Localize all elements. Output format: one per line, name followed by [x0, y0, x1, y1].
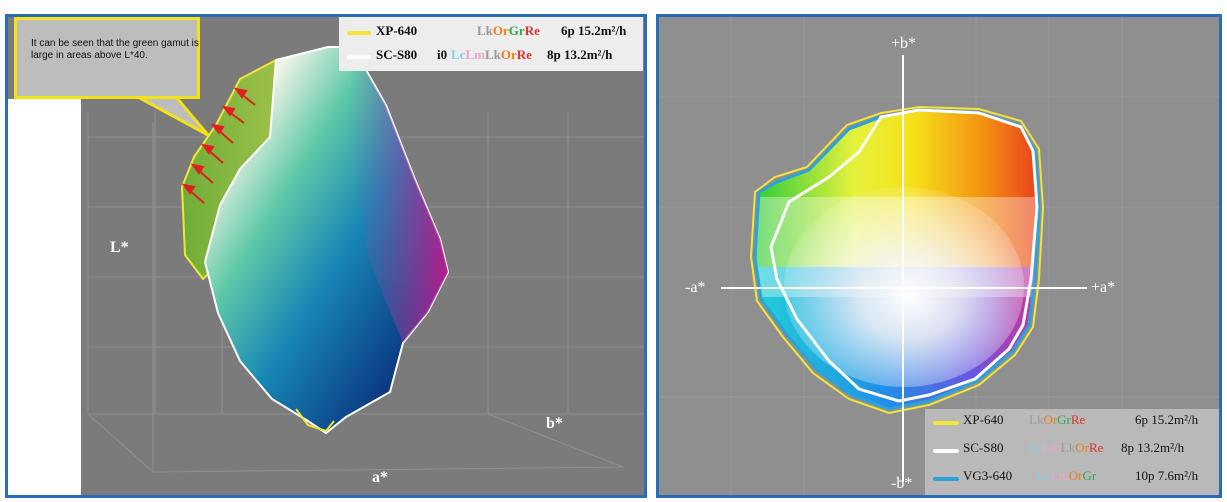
axis-label-a: a* [372, 469, 388, 486]
xp640-bottom-outline [295, 408, 335, 433]
axis-label-l: L* [110, 239, 129, 256]
legend-r-swatch-xp640 [933, 421, 959, 425]
legend-r-device-scs80: SC-S80 [963, 440, 1004, 455]
legend-left: XP-640 LkOrGrRe 6p 15.2m²/h SC-S80 i0 Lc… [339, 17, 643, 71]
legend-inks-xp640: LkOrGrRe [477, 23, 540, 38]
legend-spec-scs80: 8p 13.2m²/h [547, 47, 613, 62]
sc-s80-outline [769, 108, 1039, 403]
axis-label-b-neg: -b* [891, 475, 913, 492]
callout-box: It can be seen that the green gamut is l… [14, 17, 200, 99]
legend-right: XP-640 LkOrGrRe 6p 15.2m²/h SC-S80 LcLmL… [925, 409, 1219, 495]
callout-text: It can be seen that the green gamut is l… [31, 38, 199, 61]
magenta-face [348, 47, 448, 343]
white-margin-strip [8, 99, 81, 495]
axis-label-a-pos: +a* [1091, 279, 1116, 296]
legend-r-inks-xp640: LkOrGrRe [1029, 412, 1086, 427]
legend-r-swatch-vg3 [933, 477, 959, 481]
legend-r-spec-xp640: 6p 15.2m²/h [1135, 412, 1199, 427]
gamut-ab-panel: +b* -b* -a* +a* XP-640 LkOrGrRe 6p 15.2m… [656, 14, 1222, 498]
legend-r-device-xp640: XP-640 [963, 412, 1004, 427]
legend-swatch-xp640 [347, 31, 371, 35]
legend-swatch-scs80 [347, 55, 371, 59]
axis-label-b-pos: +b* [891, 35, 917, 52]
legend-r-spec-scs80: 8p 13.2m²/h [1121, 440, 1185, 455]
callout-pointer [137, 95, 210, 137]
gamut-3d-canvas [87, 46, 644, 473]
legend-r-device-vg3: VG3-640 [963, 468, 1013, 483]
axis-label-b: b* [546, 415, 563, 432]
expansion-arrows [181, 87, 256, 204]
xp640-outline [749, 105, 1045, 415]
legend-device-scs80: SC-S80 [376, 47, 418, 62]
gamut-3d-panel: It can be seen that the green gamut is l… [5, 14, 647, 498]
ab-gamut-fill [755, 110, 1039, 409]
axis-label-a-neg: -a* [685, 279, 706, 296]
legend-r-swatch-scs80 [933, 449, 959, 453]
legend-device-xp640: XP-640 [376, 23, 418, 38]
legend-r-inks-scs80: LcLmLkOrRe [1029, 440, 1104, 455]
gamut-ab-canvas [659, 17, 1219, 495]
legend-spec-xp640: 6p 15.2m²/h [561, 23, 627, 38]
legend-r-spec-vg3: 10p 7.6m²/h [1135, 468, 1199, 483]
legend-device-suffix: i0 [437, 47, 448, 62]
legend-r-inks-vg3: LcLmOrGr [1037, 468, 1097, 483]
legend-inks-scs80: LcLmLkOrRe [451, 47, 532, 62]
